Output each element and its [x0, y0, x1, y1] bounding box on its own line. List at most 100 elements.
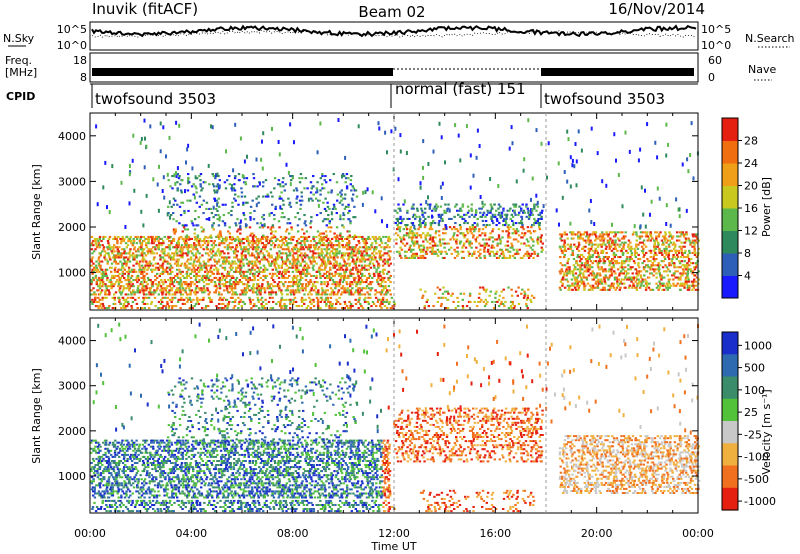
power-cell: [602, 268, 606, 271]
power-cell: [388, 246, 391, 249]
power-cell: [216, 270, 219, 273]
power-cell: [140, 268, 143, 271]
power-cell: [168, 254, 172, 257]
power-cell: [536, 240, 539, 243]
power-cell: [411, 230, 414, 233]
power-cell: [334, 287, 337, 290]
power-cell: [308, 296, 311, 299]
power-cell: [501, 230, 504, 233]
power-cell: [440, 250, 444, 253]
power-cell: [627, 272, 630, 275]
power-cell: [677, 251, 681, 254]
power-cell: [369, 260, 372, 263]
power-cell: [274, 266, 277, 269]
power-cell: [659, 231, 662, 234]
power-cell: [428, 238, 432, 241]
power-cell: [653, 243, 657, 246]
power-cell: [169, 235, 172, 238]
power-cell: [638, 270, 641, 273]
power-cell: [278, 281, 281, 284]
power-cell: [633, 253, 637, 256]
power-cell: [489, 203, 492, 206]
power-cell: [264, 258, 267, 261]
power-cell: [480, 298, 483, 301]
power-cell: [679, 278, 682, 281]
power-cell: [286, 228, 289, 231]
power-cell: [384, 235, 388, 238]
power-cell: [213, 285, 216, 288]
power-cell: [350, 189, 353, 192]
power-cell: [247, 244, 250, 247]
power-cell: [436, 248, 440, 251]
power-cell: [304, 279, 308, 282]
power-cell: [242, 272, 245, 275]
power-cell: [119, 260, 122, 263]
power-cell: [668, 264, 671, 267]
power-cell: [239, 242, 242, 245]
power-cell: [512, 203, 515, 206]
power-cell: [636, 284, 639, 287]
power-cell: [160, 250, 163, 253]
power-cell: [649, 251, 653, 254]
power-cell: [214, 214, 217, 217]
power-cell: [170, 205, 173, 208]
power-cell: [402, 228, 405, 231]
power-cell: [151, 240, 154, 243]
power-cell: [171, 187, 174, 190]
power-cell: [217, 293, 221, 296]
power-cell: [285, 252, 288, 255]
power-cell: [363, 281, 366, 284]
power-cell: [236, 230, 239, 233]
power-cell: [369, 296, 372, 299]
power-cell: [496, 219, 499, 222]
power-cell: [688, 239, 691, 242]
power-cell: [289, 289, 292, 292]
power-cell: [388, 300, 391, 303]
power-cell: [206, 248, 210, 251]
power-cell: [91, 298, 94, 301]
power-cell: [289, 291, 292, 294]
power-cell: [574, 268, 577, 271]
power-cell: [346, 237, 349, 240]
power-cell: [599, 282, 602, 285]
power-cell: [257, 240, 260, 243]
power-cell: [643, 231, 647, 234]
power-cell: [294, 283, 298, 286]
power-cell: [642, 239, 646, 242]
power-cell: [233, 183, 236, 186]
power-cell: [234, 291, 237, 294]
power-cell: [278, 287, 281, 290]
power-cell: [242, 254, 246, 257]
power-cell: [558, 270, 562, 273]
power-cell: [179, 285, 182, 288]
power-cell: [465, 240, 468, 243]
power-cell: [289, 298, 292, 301]
power-cell: [118, 289, 121, 292]
power-cell: [181, 274, 185, 277]
power-cell: [119, 256, 123, 259]
power-cell: [608, 268, 611, 271]
power-cell: [200, 264, 203, 267]
power-cell: [310, 302, 313, 305]
power-cell: [685, 256, 688, 259]
power-cell: [620, 272, 623, 275]
power-cell: [336, 235, 339, 238]
power-cell: [167, 205, 170, 208]
power-cell: [378, 270, 382, 273]
power-cell: [691, 239, 695, 242]
power-cell: [406, 209, 409, 212]
power-cell: [517, 240, 520, 243]
power-cell: [322, 201, 325, 204]
power-cell: [255, 270, 258, 273]
power-cell: [470, 213, 474, 216]
power-cell: [110, 250, 113, 253]
power-cell: [215, 305, 218, 308]
power-cell: [330, 244, 333, 247]
power-cell: [113, 293, 116, 296]
power-cell: [93, 298, 97, 301]
power-cell: [124, 300, 127, 303]
power-cell: [221, 298, 224, 301]
power-cell: [355, 268, 358, 271]
power-cell: [215, 199, 218, 202]
power-cell: [167, 279, 170, 282]
